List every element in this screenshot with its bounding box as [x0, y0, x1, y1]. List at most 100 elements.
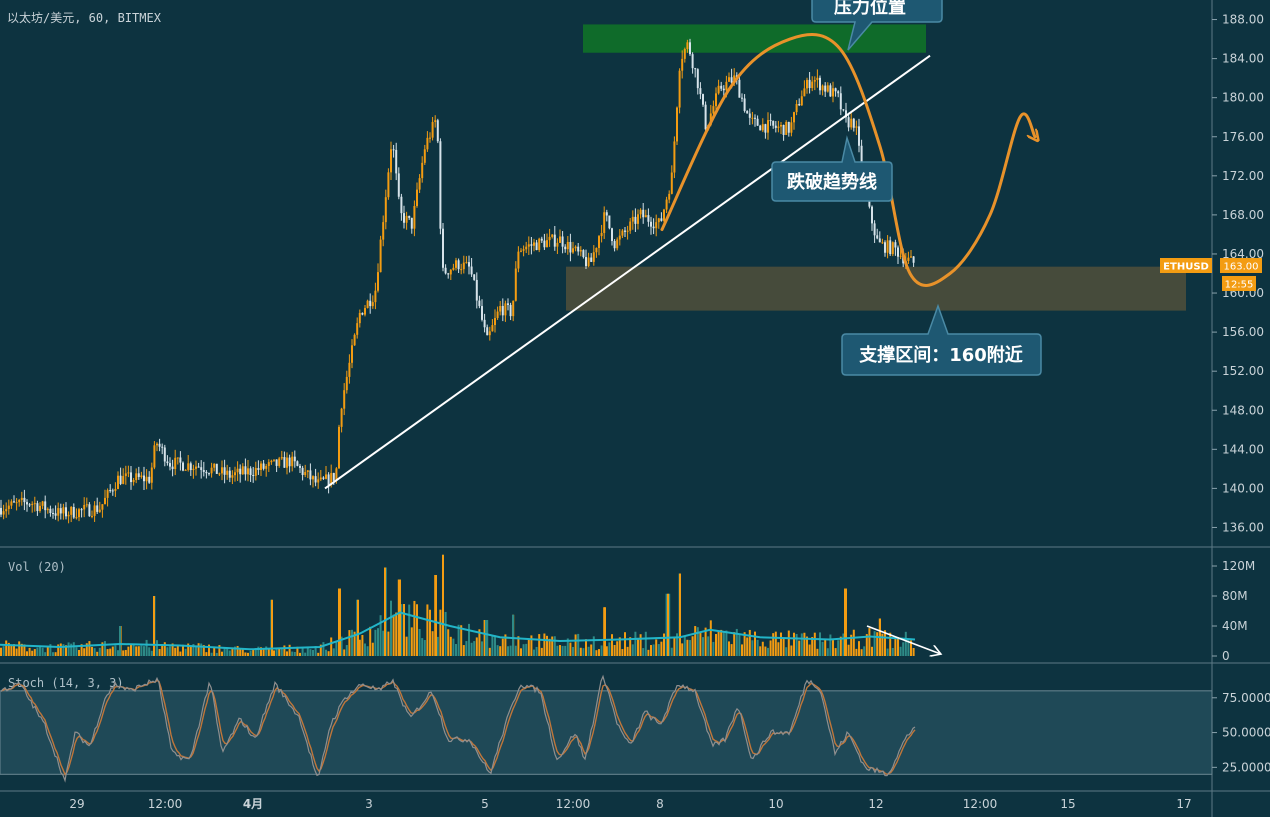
volume-bar [730, 644, 733, 656]
volume-bar [15, 648, 18, 656]
volume-bar [517, 636, 520, 656]
candle-body [761, 124, 764, 131]
candle-body [210, 467, 213, 474]
time-tick-label: 5 [481, 797, 489, 811]
support-zone[interactable] [566, 266, 1186, 311]
candle-body [273, 459, 275, 461]
candle-body [283, 457, 286, 468]
volume-bar [23, 644, 26, 656]
volume-bar [296, 646, 299, 656]
candle-body [262, 463, 265, 469]
volume-bar [725, 630, 728, 656]
volume-bar [137, 646, 140, 656]
candle-body [470, 266, 473, 275]
candle-body [717, 85, 720, 94]
candle-body [725, 81, 728, 91]
volume-bar [418, 628, 421, 656]
volume-bar [785, 647, 788, 656]
volume-bar [267, 649, 270, 656]
volume-bar [728, 641, 730, 656]
volume-bar [886, 648, 889, 656]
volume-bar [520, 648, 522, 656]
candle-body [306, 470, 309, 472]
stochastic-tick-label: 50.0000 [1222, 726, 1270, 740]
volume-bar [340, 636, 343, 656]
volume-bar [847, 644, 850, 656]
volume-bar [800, 633, 803, 656]
candle-body [733, 75, 736, 83]
volume-bar [228, 650, 231, 656]
volume-bar [691, 636, 694, 656]
volume-bar [844, 588, 846, 656]
candle-body [254, 467, 257, 476]
candle-body [174, 457, 177, 470]
volume-bar [273, 650, 275, 656]
candle-body [535, 242, 538, 251]
candle-body [520, 250, 522, 252]
volume-bar [460, 625, 463, 656]
candle-body [436, 120, 439, 142]
candle-body [512, 300, 515, 317]
volume-bar [249, 650, 252, 656]
support-callout: 支撑区间：160附近 [841, 303, 1042, 376]
trend-line[interactable] [324, 54, 931, 490]
candle-body [587, 257, 590, 267]
volume-bar [330, 637, 333, 656]
volume-bar [543, 633, 546, 656]
candle-body [197, 466, 200, 468]
candle-body [130, 472, 132, 483]
volume-bar [309, 649, 312, 656]
candle-body [101, 504, 104, 510]
volume-bar [192, 644, 195, 656]
candle-body [878, 238, 881, 243]
resistance-zone[interactable] [583, 24, 926, 53]
candle-body [397, 173, 400, 197]
volume-bar [353, 631, 356, 656]
volume-bar [357, 599, 359, 656]
volume-bar [247, 652, 249, 656]
candle-body [202, 470, 205, 472]
candle-body [332, 472, 335, 481]
candle-body [228, 470, 231, 478]
volume-bar [782, 638, 785, 656]
volume-bar [871, 646, 873, 656]
volume-bar [907, 639, 910, 656]
time-axis[interactable]: 29 12:00 4月 3 5 12:00 8 10 12 12:00 15 17 [69, 797, 1191, 811]
volume-tick-label: 40M [1222, 619, 1248, 633]
volume-bar [501, 638, 504, 656]
volume-bar [317, 652, 320, 656]
candle-body [569, 241, 572, 253]
candle-body [782, 124, 785, 135]
price-axis[interactable]: 188.00 184.00 180.00 176.00 172.00 168.00 164.… [1212, 13, 1264, 535]
candle-body [603, 212, 606, 233]
volume-bar [540, 647, 543, 656]
volume-bar [860, 649, 863, 656]
candle-body [769, 120, 772, 122]
candle-body [39, 505, 41, 511]
volume-bar [751, 640, 754, 656]
candle-body [897, 247, 899, 257]
candle-body [551, 234, 554, 237]
candle-body [2, 511, 5, 515]
volume-bar [613, 644, 616, 656]
volume-bar [429, 609, 431, 656]
candle-body [449, 269, 452, 275]
candle-body [777, 126, 780, 128]
volume-bar [457, 624, 460, 656]
candle-body [444, 267, 447, 274]
volume-bar [392, 614, 395, 656]
candle-body [800, 96, 803, 106]
volume-bar [306, 647, 309, 656]
volume-bar [104, 641, 106, 656]
volume-bar [286, 651, 288, 656]
candle-body [13, 501, 15, 503]
support-label: 支撑区间：160附近 [858, 344, 1023, 366]
candle-body [787, 121, 790, 133]
candle-body [553, 234, 556, 247]
candle-body [384, 197, 387, 223]
candle-body [751, 117, 754, 119]
volume-bar [473, 641, 476, 656]
volume-bar [202, 645, 205, 656]
volume-bar [712, 641, 715, 656]
